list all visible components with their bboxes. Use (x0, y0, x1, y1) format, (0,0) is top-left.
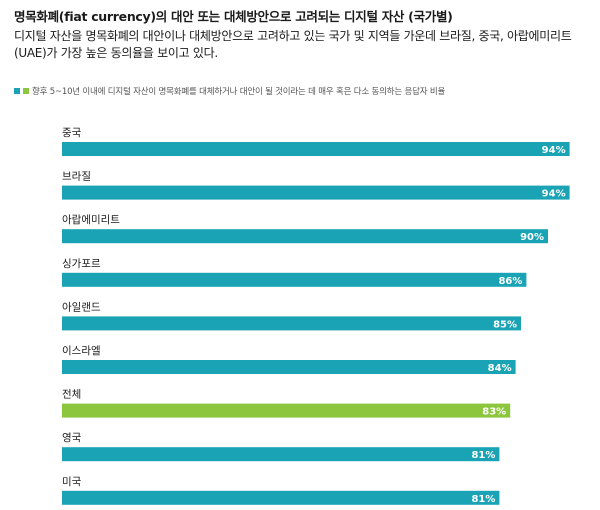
chart-title: 명목화폐(fiat currency)의 대안 또는 대체방안으로 고려되는 디… (14, 9, 453, 24)
category-label: 전체 (62, 389, 81, 401)
legend-swatch-teal (14, 88, 20, 94)
value-label: 94% (542, 189, 566, 200)
bar (62, 447, 500, 462)
value-label: 90% (520, 232, 544, 243)
category-label: 아랍에미리트 (62, 213, 120, 226)
bar (62, 490, 500, 505)
bar (62, 403, 511, 418)
bar (62, 185, 570, 200)
bar (62, 360, 516, 374)
value-label: 81% (471, 450, 495, 461)
category-label: 미국 (62, 476, 82, 488)
legend: 향후 5~10년 이내에 디지털 자산이 명목화폐를 대체하거나 대안이 될 것… (14, 85, 445, 97)
bar (62, 316, 521, 331)
chart-subtitle: 디지털 자산을 명목화폐의 대안이나 대체방안으로 고려하고 있는 국가 및 지… (14, 29, 572, 60)
value-label: 84% (488, 363, 512, 374)
category-label: 싱가포르 (62, 258, 101, 270)
legend-swatch-green (23, 88, 29, 94)
value-label: 85% (493, 319, 517, 330)
value-label: 83% (482, 407, 506, 418)
legend-label: 향후 5~10년 이내에 디지털 자산이 명목화폐를 대체하거나 대안이 될 것… (32, 87, 446, 97)
category-label: 이스라엘 (62, 344, 101, 357)
bar (62, 229, 548, 244)
value-label: 94% (542, 145, 566, 156)
bar (62, 272, 527, 287)
category-label: 브라질 (62, 171, 91, 183)
category-label: 아일랜드 (62, 300, 101, 313)
category-label: 영국 (62, 432, 82, 444)
value-label: 81% (471, 494, 495, 505)
category-label: 중국 (62, 127, 82, 139)
bar (62, 142, 570, 156)
value-label: 86% (498, 276, 522, 287)
